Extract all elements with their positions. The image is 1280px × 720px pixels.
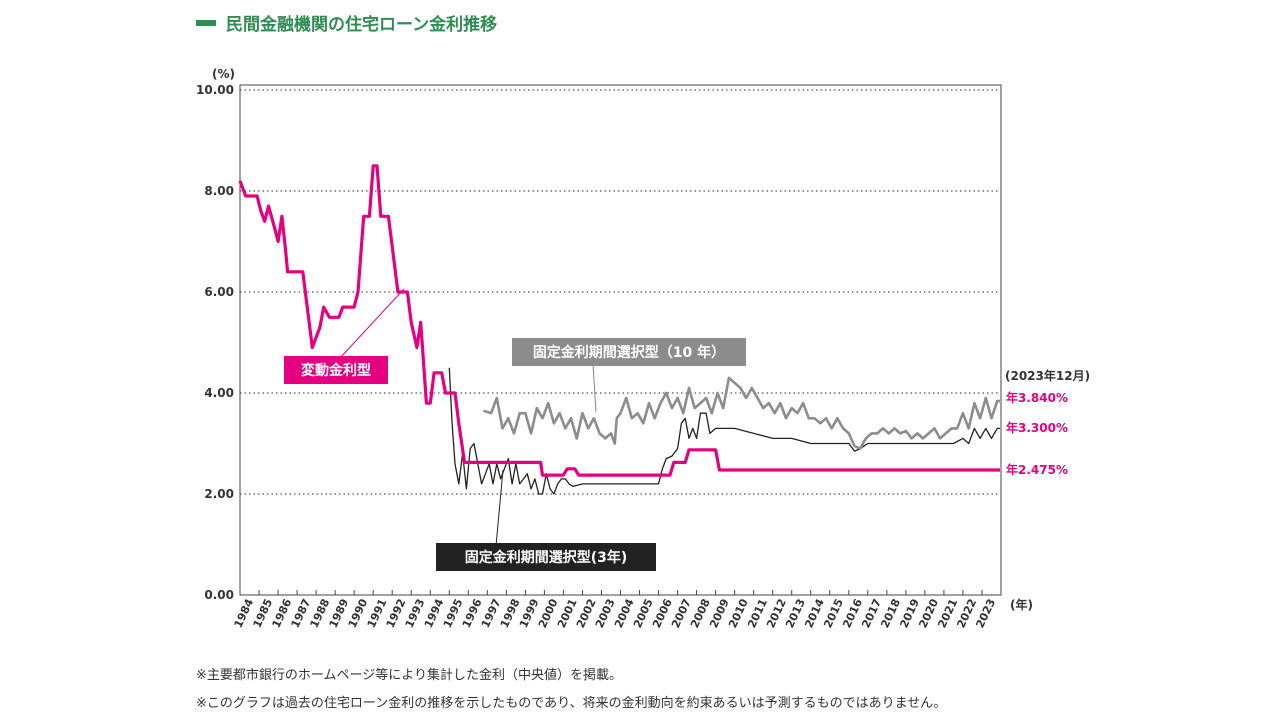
- callout-fixed3-text: 固定金利期間選択型(3年): [465, 549, 628, 566]
- title-marker: [196, 19, 216, 26]
- chart-title: 民間金融機関の住宅ローン金利推移: [226, 15, 498, 35]
- callout-variable-text: 変動金利型: [301, 362, 371, 379]
- series-line-1: [483, 376, 1000, 450]
- footnote-disclaimer: ※このグラフは過去の住宅ローン金利の推移を示したものであり、将来の金利動向を約束…: [196, 696, 947, 711]
- y-unit-label: (%): [212, 67, 235, 81]
- rate-chart: 0.002.004.006.008.0010.00(%)198419851986…: [196, 67, 1090, 630]
- end-value-label-0: 年2.475%: [1006, 462, 1068, 477]
- leader-line-fixed10: [592, 364, 597, 413]
- leader-line-fixed3: [495, 469, 504, 547]
- callout-fixed10-text: 固定金利期間選択型（10 年）: [533, 344, 725, 361]
- y-tick-label: 4.00: [204, 386, 234, 400]
- y-tick-label: 10.00: [196, 83, 234, 97]
- y-tick-label: 2.00: [204, 487, 234, 501]
- series-lines: [238, 164, 1000, 495]
- footnote-source: ※主要都市銀行のホームページ等により集計した金利（中央値）を掲載。: [196, 668, 622, 683]
- axes: 0.002.004.006.008.0010.00(%)198419851986…: [196, 67, 1033, 630]
- annotations: (2023年12月)年3.840%年3.300%年2.475%変動金利型固定金利…: [284, 288, 1090, 571]
- series-line-0: [238, 164, 1000, 477]
- end-date-label: (2023年12月): [1005, 368, 1090, 383]
- callout-fixed10-box: [512, 338, 746, 366]
- callout-variable-box: [284, 356, 388, 384]
- y-tick-label: 6.00: [204, 285, 234, 299]
- y-tick-label: 0.00: [204, 588, 234, 602]
- callout-fixed3-box: [436, 543, 656, 571]
- end-value-label-2: 年3.300%: [1006, 420, 1068, 435]
- x-unit-label: (年): [1010, 597, 1033, 612]
- chart-title-wrap: 民間金融機関の住宅ローン金利推移: [196, 10, 497, 35]
- y-tick-label: 8.00: [204, 184, 234, 198]
- grid-lines: [240, 89, 1001, 495]
- leader-line-variable: [339, 288, 405, 359]
- end-value-label-1: 年3.840%: [1006, 390, 1068, 405]
